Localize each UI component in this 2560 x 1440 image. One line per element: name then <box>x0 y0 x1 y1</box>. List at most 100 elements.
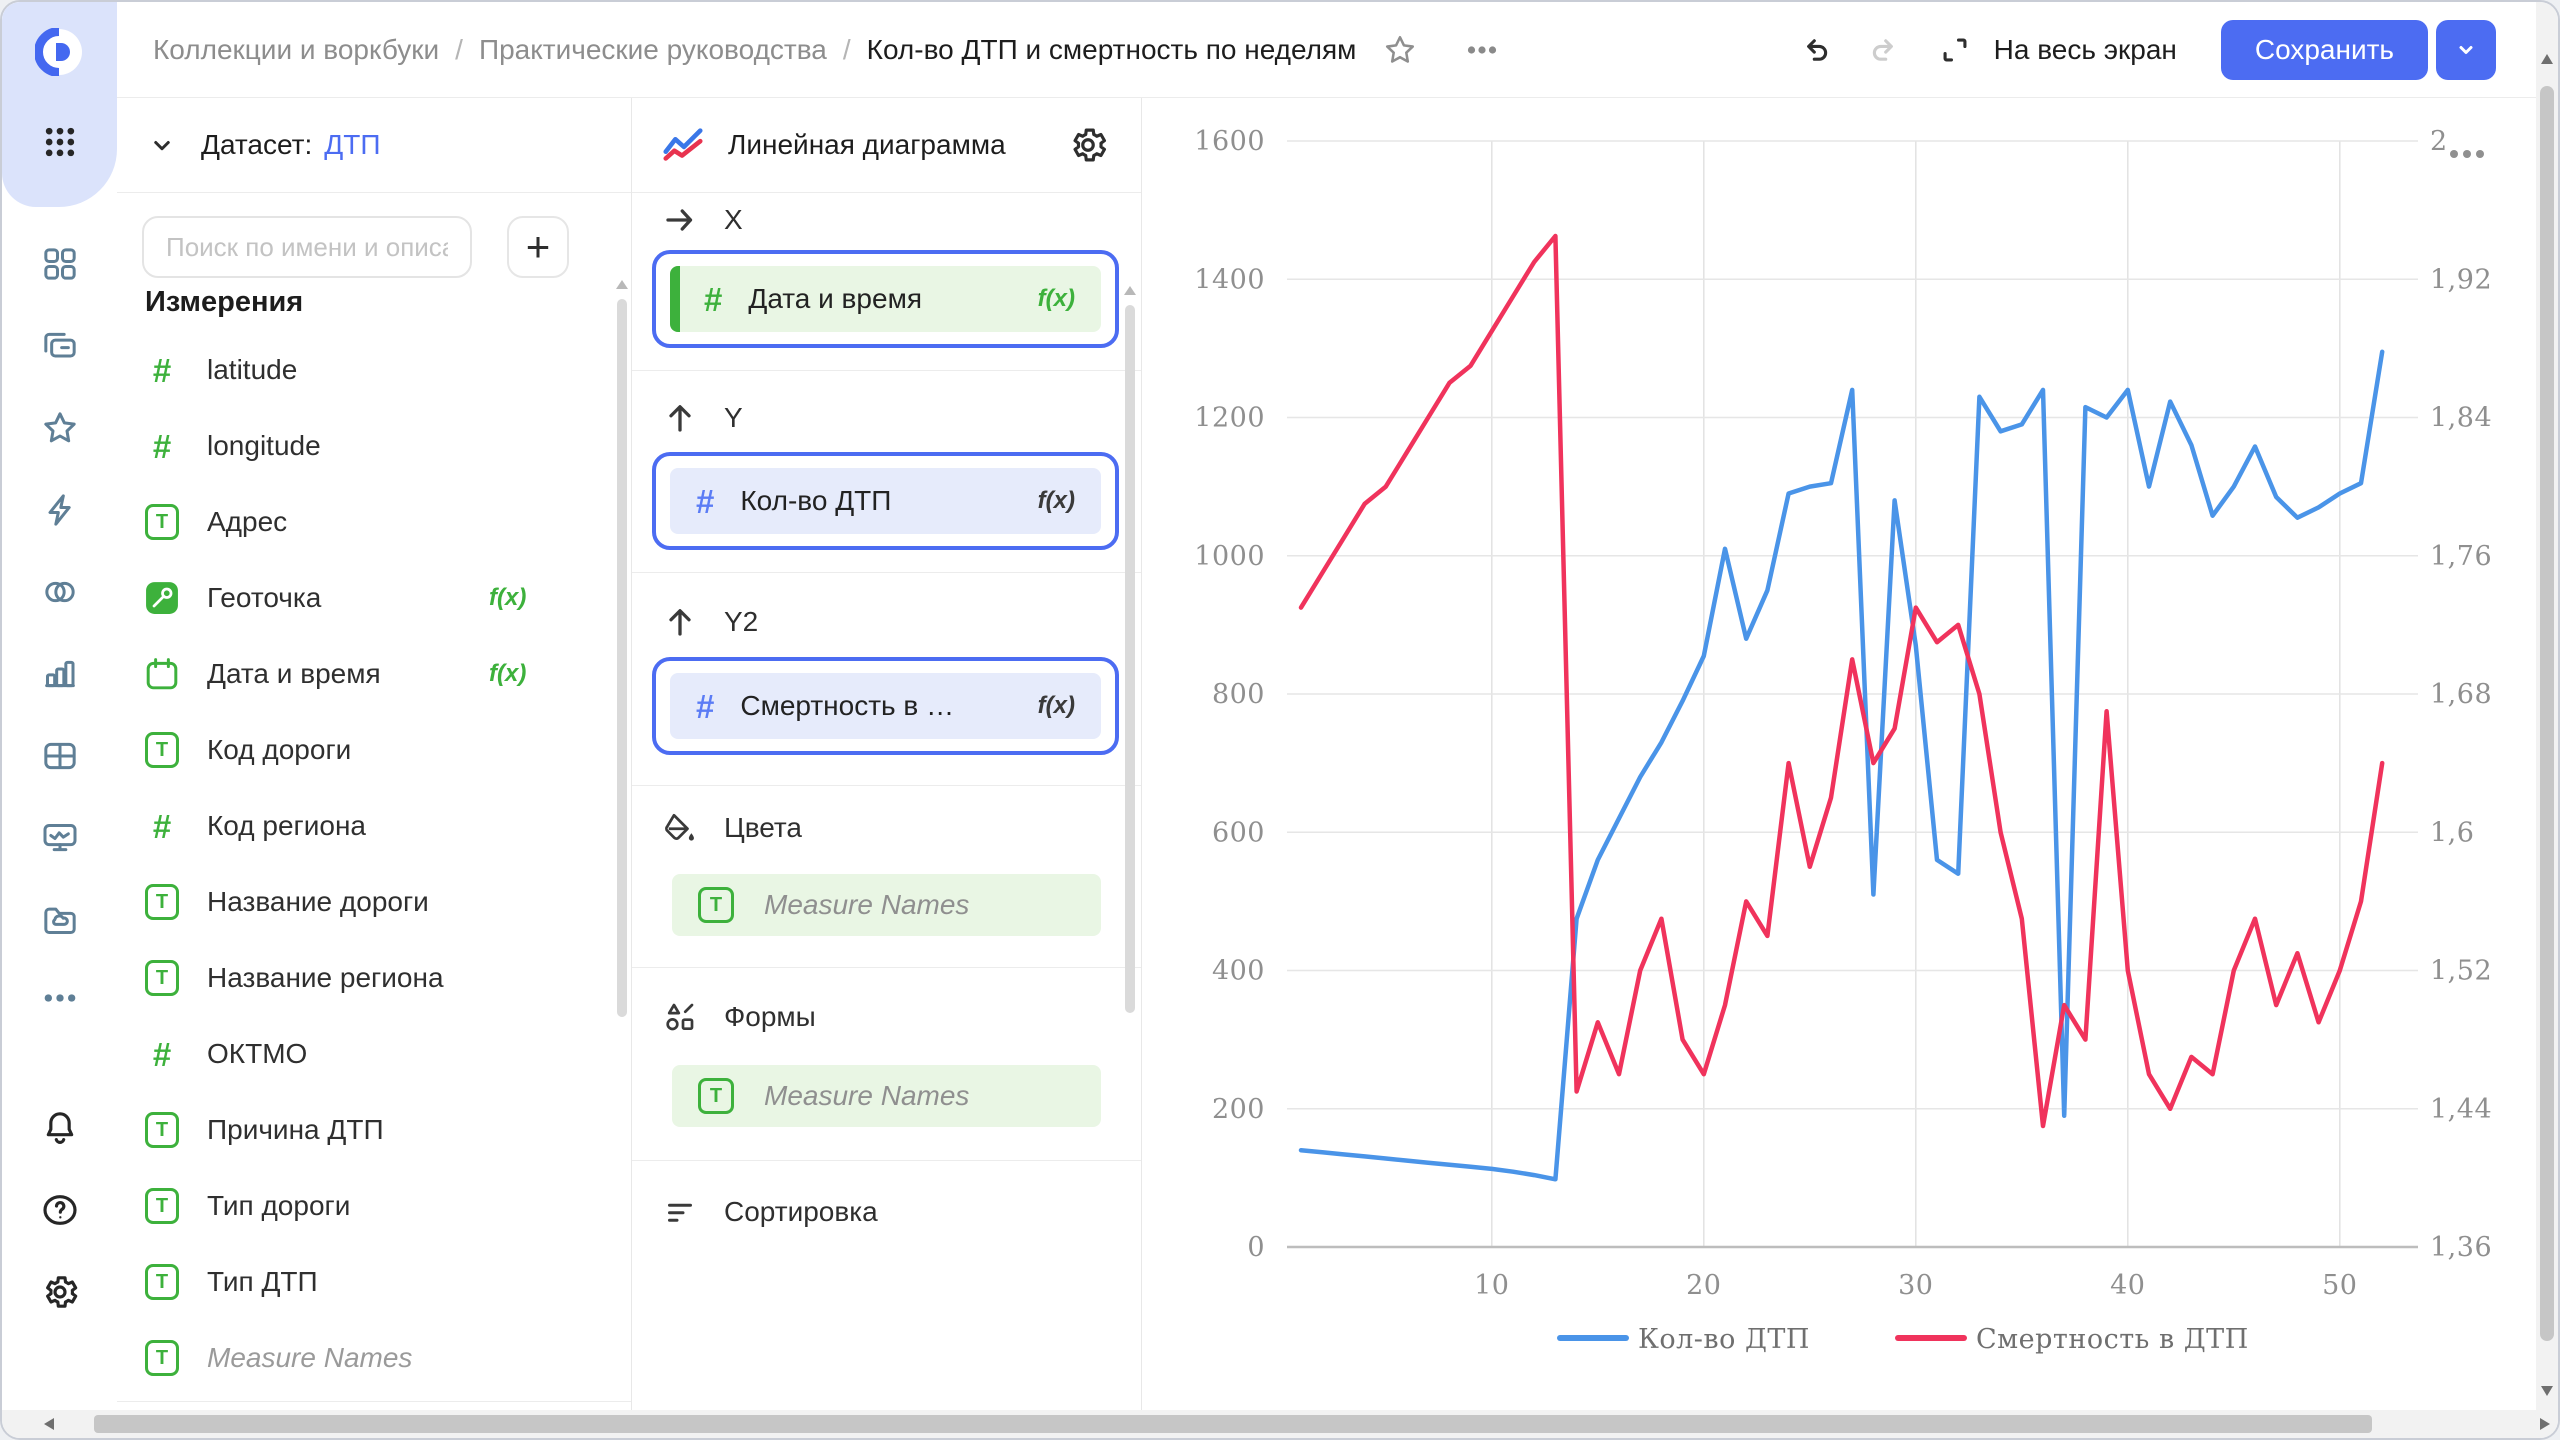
scroll-right-arrow-icon[interactable] <box>2540 1418 2550 1430</box>
dimension-field-list: # latitude # longitude T Адрес Геоточка f(x) Дат… <box>117 332 617 1396</box>
section-divider <box>632 370 1141 371</box>
scrollbar-thumb[interactable] <box>94 1415 2372 1433</box>
expand-icon[interactable] <box>1938 33 1972 67</box>
favorite-star-icon[interactable] <box>1382 32 1418 68</box>
scroll-down-arrow-icon[interactable] <box>2541 1386 2553 1396</box>
chart-type-label[interactable]: Линейная диаграмма <box>728 129 1006 160</box>
right-axis-tick-label: 1,76 <box>2430 541 2492 572</box>
breadcrumb-collections[interactable]: Коллекции и воркбуки <box>153 33 440 65</box>
dataset-panel: Датасет: ДТП + Измерения # latitude # longi… <box>117 98 632 1410</box>
save-options-chevron-icon[interactable] <box>2436 19 2496 80</box>
sidebar-item-datasets-icon[interactable] <box>2 564 117 620</box>
legend-label[interactable]: Кол-во ДТП <box>1638 1324 1810 1355</box>
right-axis-tick-label: 2 <box>2430 126 2448 157</box>
x-section-label: X <box>724 204 743 235</box>
formula-fx-icon: f(x) <box>489 660 527 687</box>
chart-menu-ellipsis-icon[interactable] <box>2476 150 2484 158</box>
sidebar-item-collections-icon[interactable] <box>2 318 117 374</box>
y2-field-dropzone[interactable]: # Смертность в ДТП f(x) <box>652 657 1119 755</box>
field-row[interactable]: T Код дороги <box>117 712 617 788</box>
save-button[interactable]: Сохранить <box>2220 19 2428 80</box>
dataset-name-link[interactable]: ДТП <box>324 129 381 160</box>
horizontal-scrollbar[interactable] <box>2 1410 2558 1438</box>
field-row[interactable]: # ОКТМО <box>117 1016 617 1092</box>
chart-menu-ellipsis-icon[interactable] <box>2463 150 2471 158</box>
series-line-1[interactable] <box>1298 233 2385 1129</box>
undo-icon[interactable] <box>1798 33 1832 67</box>
panel-divider <box>117 1401 631 1402</box>
x-field-dropzone[interactable]: # Дата и время f(x) <box>652 250 1119 348</box>
chart-menu-ellipsis-icon[interactable] <box>2450 150 2458 158</box>
sidebar-item-monitoring-icon[interactable] <box>2 810 117 866</box>
scrollbar-thumb[interactable] <box>1125 305 1135 1013</box>
field-row[interactable]: # longitude <box>117 408 617 484</box>
x-axis-tick-label: 10 <box>1474 1270 1509 1301</box>
config-panel-scrollbar[interactable] <box>1124 286 1136 1013</box>
right-axis-tick-label: 1,6 <box>2430 817 2474 848</box>
field-label: Адрес <box>207 506 288 537</box>
save-split-button: Сохранить <box>2220 19 2496 80</box>
scroll-up-arrow-icon[interactable] <box>616 280 628 289</box>
field-row[interactable]: # Код региона <box>117 788 617 864</box>
dataset-collapse-chevron-icon[interactable] <box>147 130 177 160</box>
help-icon[interactable] <box>2 1182 117 1238</box>
redo-icon[interactable] <box>1868 33 1902 67</box>
text-type-icon: T <box>145 504 179 540</box>
fullscreen-button[interactable]: На весь экран <box>1993 33 2177 65</box>
x-field-chip[interactable]: # Дата и время f(x) <box>670 266 1101 332</box>
entry-menu-ellipsis-icon[interactable] <box>1464 32 1500 68</box>
sidebar-more-icon[interactable] <box>2 970 117 1026</box>
breadcrumb-guides[interactable]: Практические руководства <box>478 33 827 65</box>
field-row[interactable]: T Адрес <box>117 484 617 560</box>
apps-grid-icon[interactable] <box>2 114 117 170</box>
field-row[interactable]: T Measure Names <box>117 1320 617 1396</box>
sidebar-item-charts-icon[interactable] <box>2 646 117 702</box>
line-chart[interactable]: 10 20 30 40 50 1600 2 1400 1,92 1200 1,84 1000 1,76 8… <box>1142 98 2540 1414</box>
sidebar-item-favorites-icon[interactable] <box>2 400 117 456</box>
field-row[interactable]: # latitude <box>117 332 617 408</box>
sidebar-item-dashboards-icon[interactable] <box>2 236 117 292</box>
notifications-bell-icon[interactable] <box>2 1100 117 1156</box>
top-bar: Коллекции и воркбуки / Практические руко… <box>117 2 2536 98</box>
add-field-button[interactable]: + <box>507 216 569 278</box>
datalens-logo[interactable] <box>35 28 83 76</box>
line-chart-type-icon[interactable] <box>660 122 706 168</box>
sidebar-item-tables-icon[interactable] <box>2 728 117 784</box>
colors-field-chip[interactable]: T Measure Names <box>672 874 1101 936</box>
y-field-chip[interactable]: # Кол-во ДТП f(x) <box>670 468 1101 534</box>
dataset-panel-scrollbar[interactable] <box>616 280 628 1017</box>
chart-settings-gear-icon[interactable] <box>1067 124 1109 166</box>
dataset-panel-header: Датасет: ДТП <box>117 98 631 193</box>
legend-label[interactable]: Смертность в ДТП <box>1976 1324 2249 1355</box>
scroll-left-arrow-icon[interactable] <box>44 1418 54 1430</box>
field-row[interactable]: T Название региона <box>117 940 617 1016</box>
settings-gear-icon[interactable] <box>2 1264 117 1320</box>
number-type-icon: # <box>152 807 172 845</box>
scrollbar-thumb[interactable] <box>617 299 627 1017</box>
field-row[interactable]: T Тип дороги <box>117 1168 617 1244</box>
text-type-icon: T <box>698 887 734 923</box>
field-row[interactable]: Геоточка f(x) <box>117 560 617 636</box>
series-line-0[interactable] <box>1298 349 2385 1182</box>
section-divider <box>632 967 1141 968</box>
sidebar-item-storage-icon[interactable] <box>2 892 117 948</box>
text-type-icon: T <box>698 1078 734 1114</box>
sidebar-item-connections-icon[interactable] <box>2 482 117 538</box>
field-row[interactable]: T Причина ДТП <box>117 1092 617 1168</box>
y-field-dropzone[interactable]: # Кол-во ДТП f(x) <box>652 452 1119 550</box>
scroll-up-arrow-icon[interactable] <box>2541 54 2553 64</box>
field-row[interactable]: Дата и время f(x) <box>117 636 617 712</box>
y2-field-chip[interactable]: # Смертность в ДТП f(x) <box>670 673 1101 739</box>
colors-section-label: Цвета <box>724 812 802 843</box>
x-axis-tick-label: 50 <box>2322 1270 2357 1301</box>
y-section-label: Y <box>724 402 743 433</box>
scrollbar-thumb[interactable] <box>2540 86 2554 1341</box>
scroll-up-arrow-icon[interactable] <box>1124 286 1136 295</box>
right-axis-tick-label: 1,36 <box>2430 1232 2492 1263</box>
field-row[interactable]: T Тип ДТП <box>117 1244 617 1320</box>
field-row[interactable]: T Название дороги <box>117 864 617 940</box>
shapes-field-chip[interactable]: T Measure Names <box>672 1065 1101 1127</box>
colors-field-label: Measure Names <box>764 889 970 920</box>
field-search-input[interactable] <box>142 216 472 278</box>
vertical-scrollbar[interactable] <box>2536 2 2558 1410</box>
